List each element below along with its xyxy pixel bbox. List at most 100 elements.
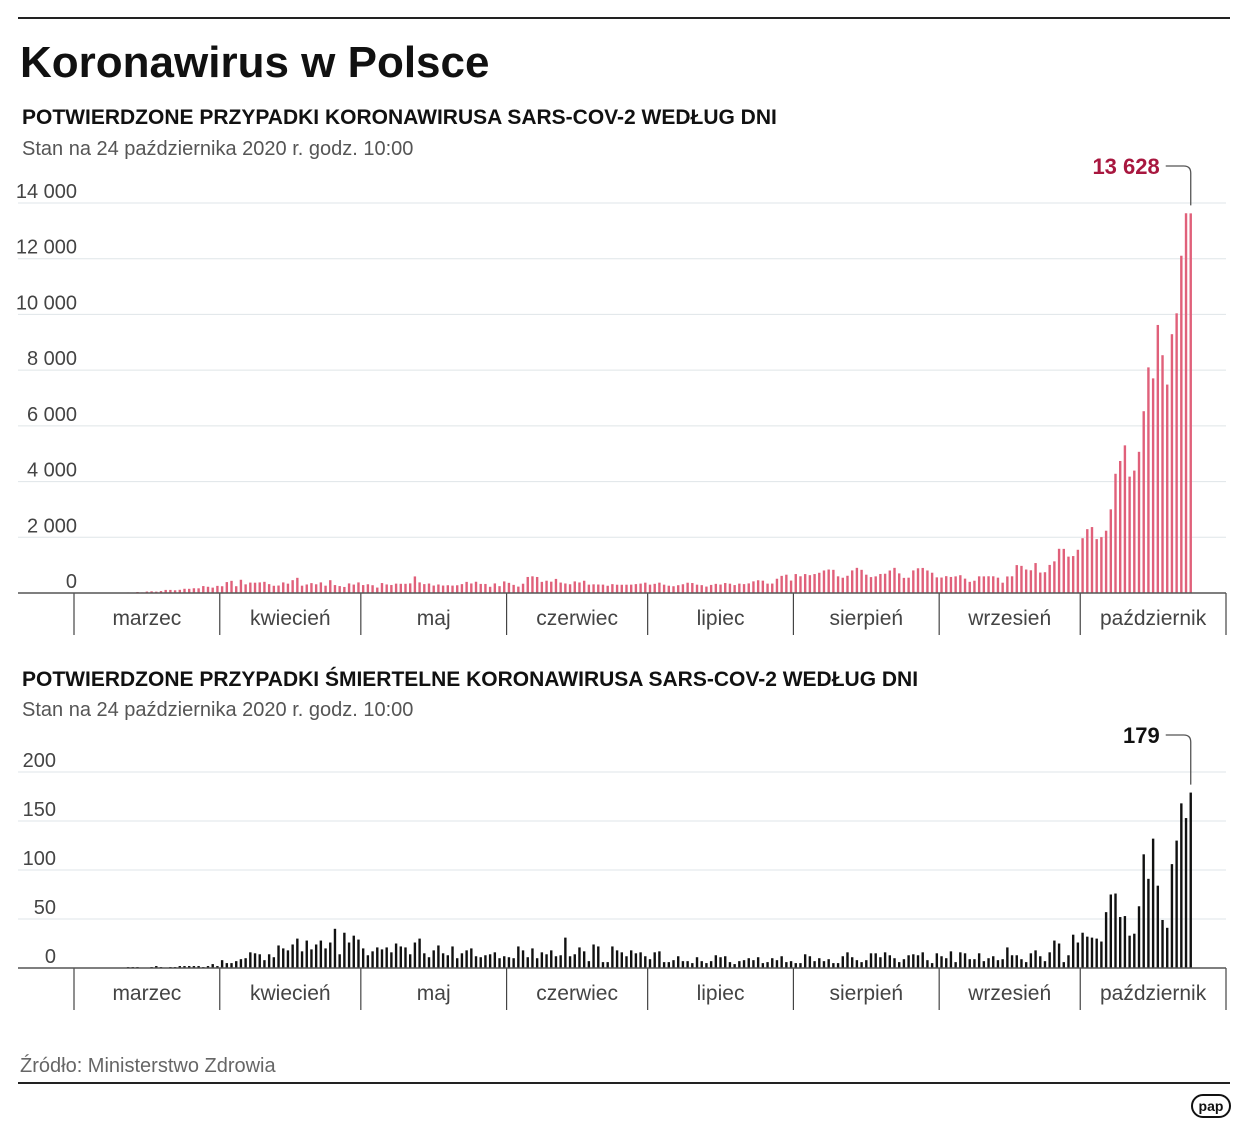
deaths-bar	[512, 958, 515, 968]
cases-bar	[1043, 572, 1047, 593]
cases-bar	[1039, 572, 1042, 593]
deaths-bar	[582, 951, 586, 968]
deaths-bar	[813, 961, 816, 968]
deaths-bar	[235, 961, 238, 968]
cases-bar	[418, 582, 421, 593]
cases-bar	[169, 589, 172, 593]
deaths-bar	[432, 950, 435, 968]
deaths-bar	[1119, 917, 1122, 968]
deaths-bar	[314, 944, 318, 968]
cases-bar	[634, 584, 638, 593]
deaths-bar	[940, 956, 943, 968]
cases-bar	[945, 576, 948, 593]
cases-bar	[300, 585, 304, 593]
deaths-bar	[700, 961, 703, 968]
cases-bar	[159, 591, 163, 593]
month-label: lipiec	[697, 982, 745, 1005]
cases-bar	[460, 584, 464, 593]
cases-bar	[1086, 529, 1089, 593]
deaths-bar	[992, 956, 995, 968]
cases-bar	[714, 583, 718, 593]
deaths-bar	[1081, 932, 1084, 968]
cases-bar	[625, 584, 628, 593]
cases-bar	[568, 584, 572, 593]
deaths-bar	[1123, 916, 1127, 968]
cases-bar	[371, 585, 374, 593]
deaths-bar	[987, 958, 990, 968]
deaths-bar	[865, 960, 868, 968]
deaths-bar	[244, 958, 247, 968]
deaths-bar	[554, 956, 558, 968]
deaths-bar	[973, 959, 976, 968]
deaths-bar	[1166, 927, 1169, 968]
deaths-bar	[155, 966, 158, 968]
deaths-bar	[775, 960, 779, 968]
deaths-bar	[1156, 885, 1160, 968]
deaths-bar	[916, 955, 920, 968]
deaths-bar	[564, 937, 567, 968]
cases-bar	[756, 580, 760, 593]
deaths-bar	[907, 955, 910, 968]
deaths-bar	[728, 962, 732, 968]
cases-bar	[799, 576, 802, 593]
cases-bar	[761, 580, 765, 593]
cases-bar	[249, 582, 252, 593]
deaths-bar	[709, 961, 713, 968]
deaths-bar	[789, 961, 793, 968]
deaths-bar	[977, 953, 981, 968]
cases-bar	[587, 584, 591, 593]
deaths-bar	[1142, 854, 1145, 968]
deaths-bar	[1180, 803, 1183, 968]
cases-bar	[865, 574, 868, 593]
cases-bar	[987, 576, 990, 593]
cases-bar	[724, 583, 727, 593]
deaths-bar	[305, 940, 308, 968]
deaths-bar	[578, 947, 581, 968]
deaths-bar	[1043, 961, 1047, 968]
annotation-leader	[1165, 165, 1192, 206]
deaths-bar	[691, 963, 694, 968]
deaths-bar	[347, 942, 351, 968]
cases-bar	[1175, 313, 1178, 593]
cases-bar	[930, 572, 934, 593]
deaths-bar	[550, 950, 553, 968]
cases-bar	[329, 580, 332, 593]
cases-bar	[1020, 565, 1023, 593]
cases-bar	[1119, 460, 1122, 593]
deaths-chart: 0 50 100 150 200 marzec kwiecień maj czerwiec lip…	[18, 723, 1227, 1010]
cases-bar	[343, 586, 346, 593]
cases-bar	[498, 586, 501, 593]
month-label: maj	[417, 982, 451, 1005]
deaths-bar	[286, 950, 290, 968]
cases-bar	[253, 582, 257, 593]
deaths-bar	[1133, 933, 1136, 968]
y-tick-label: 150	[23, 799, 56, 821]
cases-bar	[672, 586, 675, 593]
month-label: kwiecień	[250, 607, 331, 630]
deaths-bar	[926, 960, 929, 968]
cases-bar	[1024, 569, 1028, 593]
deaths-bar	[324, 948, 327, 968]
cases-bar	[352, 584, 355, 593]
deaths-bar	[634, 953, 638, 968]
cases-bar	[188, 588, 191, 593]
cases-bar	[314, 584, 318, 593]
deaths-bar	[893, 958, 896, 968]
deaths-bar	[1039, 956, 1042, 968]
deaths-bar	[1010, 955, 1014, 968]
cases-bar	[813, 574, 816, 593]
deaths-bar	[1024, 962, 1028, 968]
deaths-bar	[959, 952, 962, 968]
cases-bar	[357, 582, 360, 593]
cases-bar	[267, 584, 271, 593]
deaths-bar	[747, 958, 750, 968]
deaths-bar	[573, 954, 576, 968]
cases-bar	[512, 584, 515, 593]
cases-bar	[1048, 564, 1051, 593]
deaths-bar	[841, 956, 844, 968]
deaths-bar	[785, 962, 788, 968]
deaths-chart-subtitle: Stan na 24 października 2020 r. godz. 10…	[22, 699, 413, 721]
deaths-bar	[808, 956, 812, 968]
deaths-bar	[545, 954, 548, 968]
deaths-bar	[756, 957, 760, 968]
